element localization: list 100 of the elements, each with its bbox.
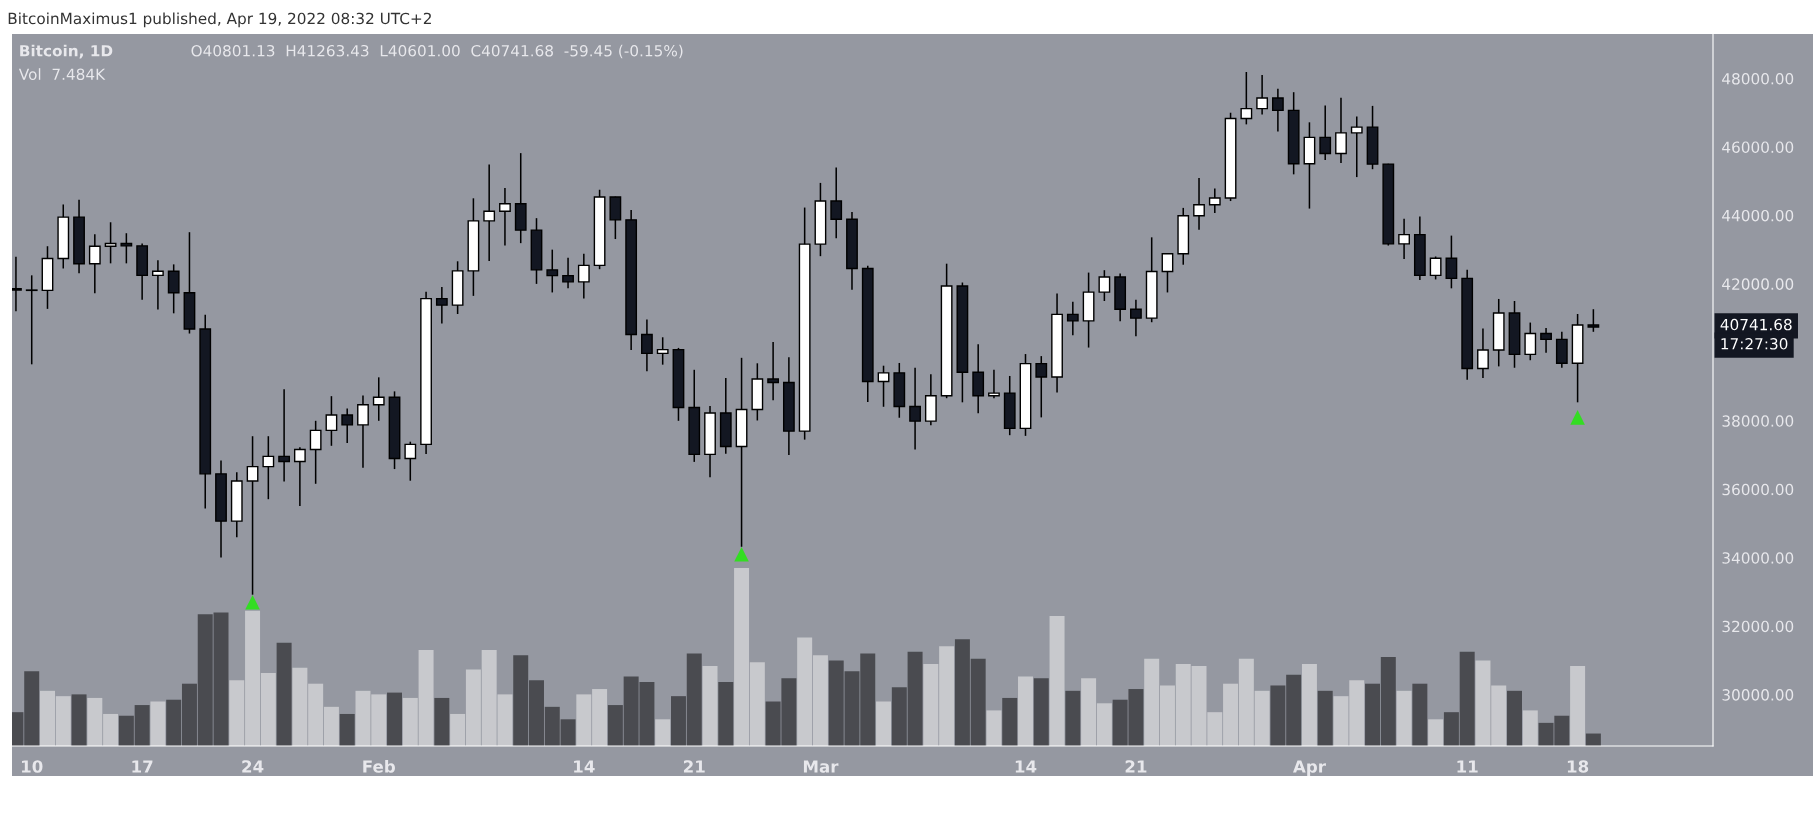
candlestick xyxy=(1398,218,1410,260)
x-tick-label: 18 xyxy=(1567,760,1589,773)
candlestick xyxy=(656,336,669,366)
bar xyxy=(1317,690,1333,746)
candlestick xyxy=(25,274,38,366)
x-tick-label: Apr xyxy=(1293,760,1326,777)
bar xyxy=(655,719,671,746)
bar xyxy=(1065,690,1081,746)
candlestick xyxy=(1240,71,1253,126)
candlestick xyxy=(309,420,322,485)
bar xyxy=(1033,678,1049,746)
candlestick xyxy=(1098,269,1111,302)
annotation: Vol 7.484K xyxy=(18,68,106,80)
candlestick xyxy=(1540,327,1552,354)
candlestick xyxy=(830,166,843,240)
bar xyxy=(1412,683,1428,746)
candlestick xyxy=(104,221,117,265)
candlestick xyxy=(1587,308,1600,333)
candlestick xyxy=(404,440,417,482)
y-tick-label: 46000.00 xyxy=(1722,141,1794,153)
y-tick-label: 44000.00 xyxy=(1722,209,1794,222)
point xyxy=(1570,410,1585,425)
candlestick xyxy=(120,232,133,265)
x-tick-label: Feb xyxy=(363,759,395,773)
bar xyxy=(71,694,87,746)
candlestick xyxy=(609,195,622,240)
bar xyxy=(1301,664,1317,746)
candlestick xyxy=(152,259,164,311)
y-tick-label: 30000.00 xyxy=(1722,689,1794,701)
candlestick xyxy=(341,407,354,444)
candlestick xyxy=(1271,88,1284,133)
text: BitcoinMaximus1 published, Apr 19, 2022 08:32 UTC+2 xyxy=(8,12,431,28)
x-tick-label: 14 xyxy=(1015,760,1037,773)
bar xyxy=(387,692,403,746)
bar xyxy=(876,701,892,746)
candlestick xyxy=(877,364,890,408)
candlestick xyxy=(1130,298,1142,338)
text: Bitcoin, 1D xyxy=(20,44,113,59)
candlestick xyxy=(1477,327,1489,379)
point xyxy=(734,547,749,562)
bar xyxy=(434,697,450,746)
candlestick xyxy=(1035,355,1048,419)
point xyxy=(245,594,260,610)
candlestick xyxy=(499,187,511,247)
bar xyxy=(1018,676,1033,746)
candlestick xyxy=(357,394,369,469)
candlestick xyxy=(972,343,985,415)
bar xyxy=(1428,719,1444,746)
y-tick-label: 48000.00 xyxy=(1722,72,1794,85)
bar xyxy=(702,665,718,746)
bar xyxy=(1570,665,1586,746)
y-tick-label: 34000.00 xyxy=(1722,552,1794,564)
y-tick-label: 32000.00 xyxy=(1722,620,1794,633)
bar xyxy=(339,713,355,746)
candlestick xyxy=(167,263,180,315)
candlestick xyxy=(1555,331,1568,369)
x-tick-label: 24 xyxy=(242,760,264,773)
candlestick xyxy=(1256,74,1269,116)
bar xyxy=(150,701,166,746)
candlestick xyxy=(88,233,101,294)
y-tick-label: 36000.00 xyxy=(1722,483,1794,496)
bar xyxy=(1002,697,1018,746)
candlestick xyxy=(1161,252,1174,294)
bar xyxy=(718,681,734,746)
candlestick xyxy=(641,318,653,372)
candlestick xyxy=(909,366,921,451)
candlestick xyxy=(1319,104,1332,161)
candlestick xyxy=(562,257,574,290)
candlestick xyxy=(1350,115,1363,178)
x-tick-label: 11 xyxy=(1457,760,1478,773)
y-tick-label: 38000.00 xyxy=(1722,415,1794,427)
candlestick xyxy=(1524,321,1537,361)
bar xyxy=(1507,690,1522,746)
x-tick-label: 14 xyxy=(574,760,595,773)
text: 17:27:30 xyxy=(1721,338,1788,350)
x-tick-label: 17 xyxy=(132,760,153,773)
x-tick-label: 21 xyxy=(683,760,705,773)
candlestick xyxy=(483,163,496,262)
bar xyxy=(1396,690,1412,746)
text: 40741.68 xyxy=(1720,318,1792,331)
bar xyxy=(986,710,1002,746)
candlestick xyxy=(435,286,448,325)
x-tick-label: 21 xyxy=(1125,760,1147,773)
candlestick xyxy=(1429,255,1442,281)
candlestick xyxy=(1335,96,1347,164)
candlestick xyxy=(262,435,275,500)
candlestick xyxy=(1445,234,1458,290)
candlestick xyxy=(278,388,291,483)
x-tick-label: 10 xyxy=(22,760,43,773)
candlestick xyxy=(767,341,780,402)
annotation: O40801.13 H41263.43 L40601.00 C40741.68 -59.45 (-0.15%) xyxy=(191,44,683,59)
candlestick xyxy=(372,376,385,422)
x-tick-label: Mar xyxy=(803,760,839,773)
candlestick xyxy=(1193,177,1205,231)
candlestick xyxy=(577,252,590,300)
bar xyxy=(1522,710,1538,746)
bar xyxy=(1049,616,1065,746)
candlestick xyxy=(1208,187,1221,214)
candlestick xyxy=(325,395,338,447)
candlestick xyxy=(1066,300,1079,336)
